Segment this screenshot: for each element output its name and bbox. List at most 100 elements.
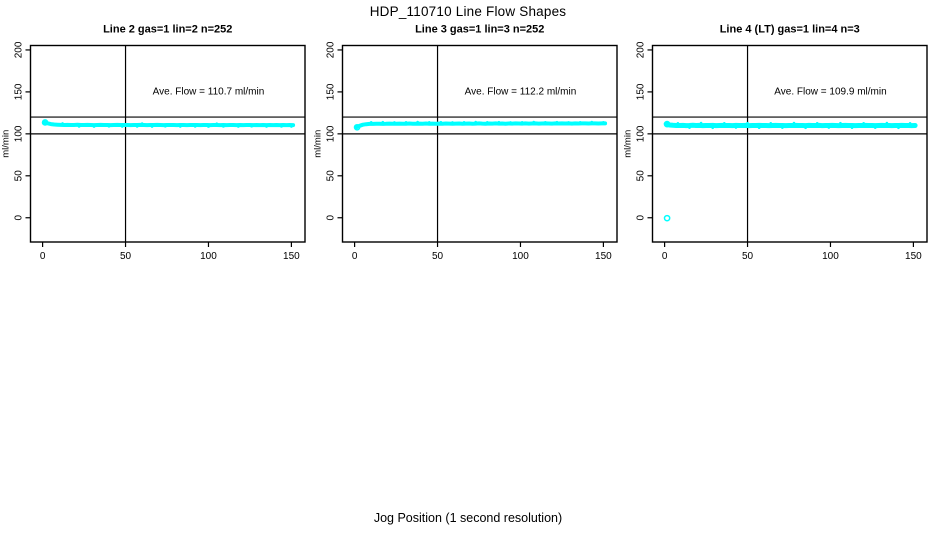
ave-flow-annotation: Ave. Flow = 109.9 ml/min	[774, 86, 886, 97]
panel-title: Line 3 gas=1 lin=3 n=252	[415, 24, 544, 36]
y-tick-label: 150	[326, 83, 337, 100]
data-point	[404, 120, 408, 124]
y-tick-label: 100	[326, 125, 337, 142]
x-tick-label: 150	[595, 251, 612, 262]
data-point	[462, 120, 466, 124]
x-tick-label: 50	[120, 251, 132, 262]
x-tick-label: 0	[662, 251, 668, 262]
data-point	[77, 125, 81, 128]
data-point-open-circle	[353, 123, 361, 131]
plot-box	[29, 44, 306, 243]
data-point	[140, 122, 144, 125]
data-point	[237, 125, 240, 128]
y-axis-label: ml/min	[313, 130, 324, 158]
data-point	[792, 121, 796, 125]
ave-flow-annotation: Ave. Flow = 112.2 ml/min	[465, 86, 577, 97]
data-point	[590, 120, 594, 124]
data-point	[222, 125, 225, 128]
data-point	[885, 121, 889, 125]
data-point	[567, 121, 570, 124]
data-point	[723, 122, 726, 125]
y-tick-label: 0	[326, 215, 337, 221]
y-tick-label: 150	[14, 83, 25, 100]
plot-box	[341, 44, 618, 243]
x-tick-label: 150	[905, 251, 922, 262]
y-tick-label: 100	[14, 125, 25, 142]
data-point	[193, 125, 197, 128]
data-point	[815, 122, 819, 125]
data-point	[393, 121, 396, 124]
y-tick-label: 50	[636, 170, 647, 182]
data-point	[897, 126, 900, 130]
data-point	[908, 122, 912, 125]
panel-3: 0 50 100 150 0 50 100 150 200 ml/min Line 4 (LT) g…	[623, 24, 928, 262]
data-point	[369, 121, 373, 124]
data-point	[178, 125, 182, 128]
y-tick-label: 0	[14, 215, 25, 221]
y-tick-label: 50	[14, 170, 25, 182]
data-point	[381, 120, 385, 124]
y-tick-label: 200	[326, 41, 337, 58]
data-point	[699, 121, 703, 125]
data-point	[746, 121, 749, 125]
data-point	[688, 126, 691, 129]
data-point	[781, 126, 784, 129]
data-point	[290, 125, 293, 128]
data-point	[265, 125, 268, 128]
data-point	[164, 125, 167, 128]
data-point	[555, 120, 559, 124]
data-point	[873, 126, 877, 129]
data-point	[850, 126, 854, 130]
data-point	[135, 125, 139, 128]
data-point	[769, 121, 773, 125]
data-point	[474, 120, 477, 124]
data-point	[711, 126, 715, 130]
data-point	[107, 125, 111, 128]
x-tick-label: 150	[283, 251, 300, 262]
data-point	[757, 126, 761, 130]
data-point	[862, 121, 865, 125]
data-point	[676, 121, 680, 125]
data-point	[280, 125, 283, 128]
data-point	[439, 120, 443, 124]
flow-data-band	[354, 121, 608, 130]
data-point	[416, 120, 419, 124]
data-point	[509, 121, 512, 124]
y-axis-label: ml/min	[623, 130, 634, 158]
y-tick-label: 100	[636, 125, 647, 142]
x-tick-label: 0	[40, 251, 46, 262]
flow-data-band	[663, 121, 918, 129]
data-point	[734, 126, 738, 129]
flow-data-band	[42, 120, 296, 128]
ave-flow-annotation: Ave. Flow = 110.7 ml/min	[153, 86, 265, 97]
y-tick-label: 0	[636, 215, 647, 221]
y-tick-label: 150	[636, 83, 647, 100]
data-point-open-circle	[663, 120, 671, 128]
data-point	[602, 120, 605, 124]
data-point	[250, 125, 253, 128]
data-point-open-circle	[41, 119, 49, 126]
data-point	[804, 126, 807, 130]
data-point-open-circle	[663, 214, 671, 222]
data-point	[207, 125, 210, 128]
y-axis-label: ml/min	[1, 130, 12, 158]
data-point	[544, 121, 547, 124]
data-point	[215, 122, 219, 125]
panel-1: 0 50 100 150 0 50 100 150 200 ml/min Line 2 gas=1 …	[1, 24, 306, 262]
data-point	[61, 122, 64, 125]
plot-box	[651, 44, 928, 243]
x-tick-label: 100	[822, 251, 839, 262]
data-point	[427, 121, 431, 124]
x-tick-label: 100	[512, 251, 529, 262]
panel-2: 0 50 100 150 0 50 100 150 200 ml/min Line 3 gas=1 …	[313, 24, 618, 262]
data-point	[120, 125, 124, 128]
figure-title: HDP_110710 Line Flow Shapes	[369, 4, 567, 19]
panel-title: Line 4 (LT) gas=1 lin=4 n=3	[720, 24, 860, 36]
x-tick-label: 0	[352, 251, 358, 262]
data-point	[497, 120, 501, 124]
panel-title: Line 2 gas=1 lin=2 n=252	[103, 24, 232, 36]
y-tick-label: 200	[14, 41, 25, 58]
x-tick-label: 50	[432, 251, 444, 262]
